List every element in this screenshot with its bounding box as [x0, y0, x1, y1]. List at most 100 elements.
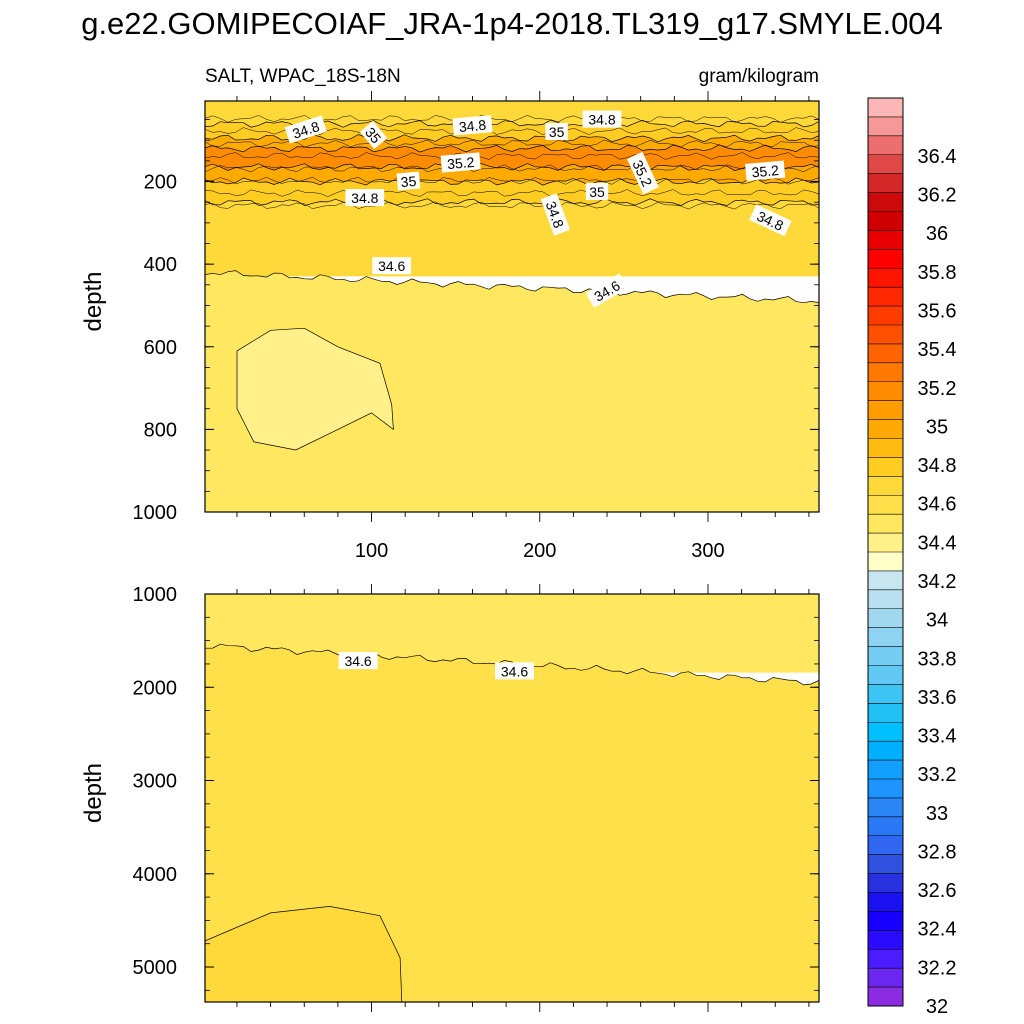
colorbar-swatch [868, 287, 903, 307]
colorbar-tick-label: 36.2 [918, 185, 957, 207]
y-tick-label: 1000 [133, 584, 178, 606]
x-tick-label: 200 [523, 540, 556, 562]
contour-label: 35.2 [745, 160, 786, 181]
colorbar-tick-label: 32.4 [918, 919, 957, 941]
contour-label-text: 34.6 [501, 663, 528, 679]
colorbar-swatch [868, 684, 903, 704]
y-tick-label: 800 [144, 419, 177, 441]
colorbar-swatch [868, 192, 903, 212]
colorbar-swatch [868, 211, 903, 231]
contour-line [205, 189, 819, 198]
colorbar-swatch [868, 627, 903, 647]
colorbar-swatch [868, 419, 903, 439]
colorbar-tick-label: 33.4 [918, 726, 957, 748]
contour-label-text: 34.8 [351, 190, 378, 206]
contour-label-text: 34.8 [588, 112, 615, 128]
x-tick-label: 100 [355, 540, 388, 562]
colorbar-swatch [868, 154, 903, 174]
contour-line [205, 152, 819, 160]
colorbar-swatch [868, 381, 903, 401]
colorbar-swatch [868, 98, 903, 118]
salinity-band [205, 198, 819, 277]
colorbar-tick-label: 33 [926, 803, 948, 825]
colorbar-swatch [868, 892, 903, 912]
colorbar-tick-label: 35.8 [918, 262, 957, 284]
colorbar-tick-label: 34.8 [918, 455, 957, 477]
colorbar-swatch [868, 325, 903, 345]
colorbar-tick-label: 34.4 [918, 532, 957, 554]
colorbar-tick-label: 32.2 [918, 957, 957, 979]
colorbar-swatch [868, 552, 903, 572]
salinity-band [205, 144, 819, 172]
salinity-band [205, 270, 819, 512]
colorbar-tick-label: 32 [926, 996, 948, 1018]
colorbar-tick-label: 36 [926, 223, 948, 245]
contour-label-text: 35.2 [446, 154, 475, 172]
fresher-water-patch [236, 327, 394, 451]
colorbar-swatch [868, 362, 903, 383]
contour-label: 35 [359, 120, 388, 150]
contour-line [205, 176, 819, 185]
contour-label: 34.6 [338, 652, 378, 670]
y-tick-label: 600 [144, 337, 177, 359]
colorbar-tick-label: 34 [926, 610, 948, 632]
colorbar-swatch [868, 495, 903, 515]
colorbar-tick-label: 32.6 [918, 880, 957, 902]
colorbar-tick-label: 34.6 [918, 494, 957, 516]
y-tick-label: 400 [144, 254, 177, 276]
contour-label: 35 [585, 182, 609, 200]
colorbar-tick-label: 36.4 [918, 146, 957, 168]
contour-label: 35.2 [440, 152, 481, 173]
contour-label: 35 [396, 171, 421, 191]
colorbar-tick-label: 35 [926, 416, 948, 438]
colorbar-swatch [868, 476, 903, 496]
contour-line [205, 177, 819, 186]
y-axis-label: depth [80, 763, 107, 823]
colorbar-swatch [868, 514, 903, 534]
colorbar: 32 32.2 32.4 32.6 32.8 33 33.2 33.4 33.6 33.8 34 34… [867, 97, 957, 1018]
contour-label-text: 35 [400, 173, 417, 190]
colorbar-swatch [868, 911, 903, 931]
colorbar-swatch [868, 816, 903, 837]
contour-line [205, 144, 819, 153]
colorbar-tick-label: 35.6 [918, 301, 957, 323]
y-tick-label: 4000 [133, 864, 178, 886]
colorbar-swatch [868, 968, 903, 988]
colorbar-swatch [868, 722, 903, 742]
colorbar-frame [867, 97, 904, 1007]
colorbar-swatch [868, 306, 903, 326]
y-tick-label: 1000 [133, 502, 178, 524]
colorbar-swatch [868, 570, 903, 591]
contour-line [205, 270, 819, 304]
contour-label-text: 34.6 [378, 258, 405, 274]
contour-label-text: 35 [589, 184, 605, 200]
contour-line [205, 163, 819, 172]
contour-label-text: 34.8 [458, 117, 487, 135]
panel-frame [204, 100, 820, 513]
colorbar-swatch [868, 779, 903, 799]
contour-line [205, 139, 819, 148]
colorbar-swatch [868, 930, 903, 950]
y-tick-label: 5000 [133, 957, 178, 979]
colorbar-swatch [868, 949, 903, 969]
contour-line [205, 643, 819, 686]
contour-label: 35 [545, 123, 568, 140]
colorbar-swatch [868, 116, 903, 137]
colorbar-swatch [868, 646, 903, 666]
variable-label: SALT, WPAC_18S-18N [205, 66, 401, 87]
panel-frame [204, 593, 820, 1003]
salinity-band [205, 101, 819, 128]
contour-label: 34.6 [372, 257, 412, 275]
colorbar-swatch [868, 230, 903, 250]
colorbar-swatch [868, 741, 903, 761]
colorbar-tick-label: 33.8 [918, 648, 957, 670]
colorbar-swatch [868, 438, 903, 458]
contour-label: 34.6 [495, 662, 534, 680]
colorbar-swatch [868, 533, 903, 553]
colorbar-swatch [868, 249, 903, 269]
y-tick-label: 3000 [133, 771, 178, 793]
colorbar-swatch [868, 703, 903, 723]
colorbar-swatch [868, 873, 903, 893]
colorbar-swatch [868, 457, 903, 477]
